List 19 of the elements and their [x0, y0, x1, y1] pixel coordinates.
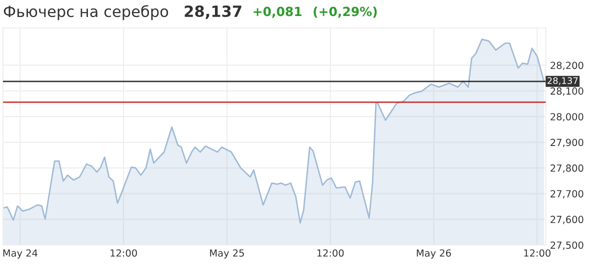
y-tick-label: 27,700: [550, 190, 584, 198]
x-tick-label: 12:00: [110, 249, 137, 257]
y-tick-label: 27,500: [550, 241, 584, 250]
y-tick-label: 28,200: [550, 62, 584, 70]
ref-line-label: 28,137: [547, 77, 578, 85]
text: +0,081: [254, 6, 302, 18]
x-tick-label: May 26: [416, 249, 451, 259]
y-tick-label: 27,600: [550, 216, 584, 224]
y-tick-label: 27,800: [550, 164, 584, 173]
text: 28,137: [184, 5, 242, 19]
text: (+0,29%): [314, 6, 377, 18]
chart-title: Фьючерс на серебро: [4, 5, 168, 20]
y-tick-label: 27,900: [550, 138, 584, 148]
x-tick-label: May 24: [3, 249, 38, 259]
y-tick-label: 28,100: [550, 87, 584, 96]
x-tick-label: 12:00: [317, 249, 344, 257]
x-tick-label: 12:00: [524, 249, 550, 257]
y-tick-label: 28,000: [550, 113, 584, 122]
x-tick-label: May 25: [210, 249, 244, 259]
